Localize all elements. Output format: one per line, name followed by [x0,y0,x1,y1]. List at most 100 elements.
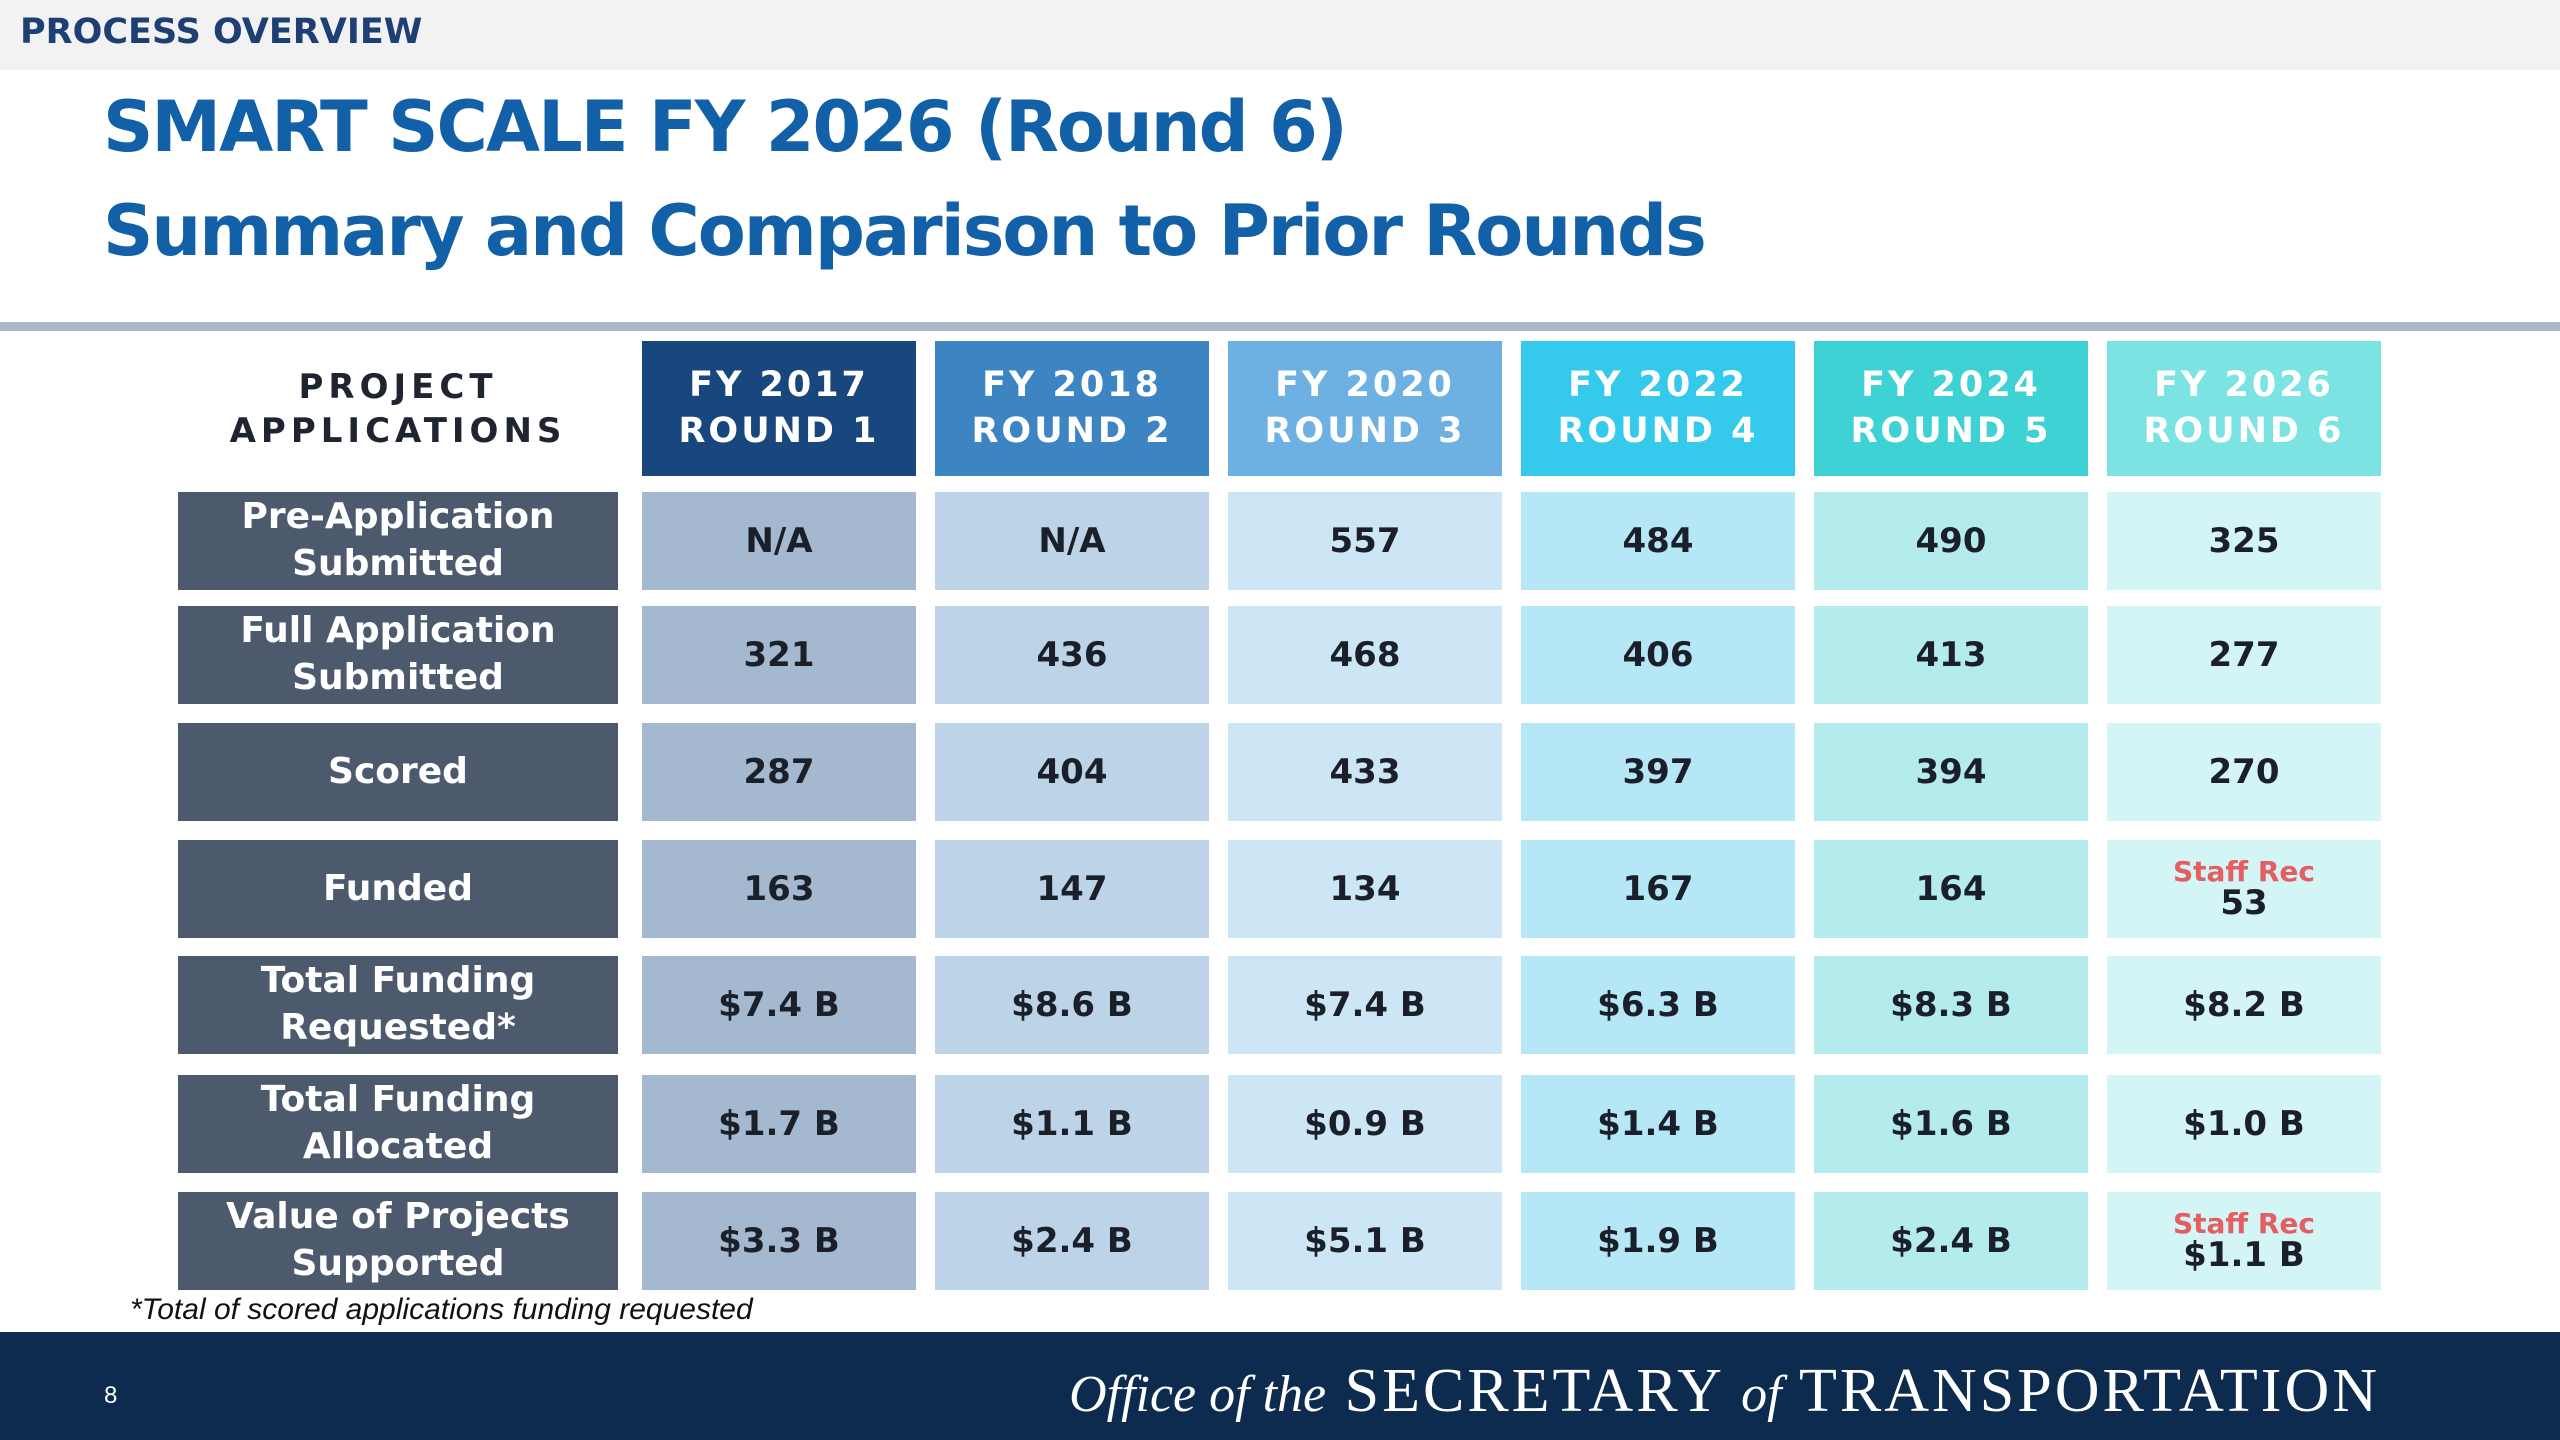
cell-value: 163 [743,869,815,909]
office-logo-text: Office of the SECRETARY of TRANSPORTATIO… [1069,1356,2380,1427]
cell-value: 164 [1915,869,1987,909]
cell-value: $7.4 B [718,985,840,1025]
cell-value: 406 [1622,635,1694,675]
cell-value: 557 [1329,521,1401,561]
table-cell: 468 [1228,606,1502,704]
table-cell: $0.9 B [1228,1075,1502,1173]
table-cell: 413 [1814,606,2088,704]
cell-value: 134 [1329,869,1401,909]
cell-value: 397 [1622,752,1694,792]
table-cell: 167 [1521,840,1795,938]
cell-value: $8.3 B [1890,985,2012,1025]
column-header-year: FY 2026 [2154,365,2334,405]
table-cell: Staff Rec $1.1 B [2107,1192,2381,1290]
top-bar [0,0,2560,70]
table-corner-header: PROJECT APPLICATIONS [229,366,567,451]
column-header-5: FY 2024 ROUND 5 [1814,341,2088,476]
table-cell: $1.4 B [1521,1075,1795,1173]
cell-value: $5.1 B [1304,1221,1426,1261]
column-header-2: FY 2018 ROUND 2 [935,341,1209,476]
cell-value: $0.9 B [1304,1104,1426,1144]
table-cell: $2.4 B [935,1192,1209,1290]
table-cell: $8.2 B [2107,956,2381,1054]
cell-value: 325 [2208,521,2280,561]
divider [0,322,2560,331]
cell-value: $1.6 B [1890,1104,2012,1144]
cell-value: N/A [745,521,813,561]
column-header-year: FY 2022 [1568,365,1748,405]
cell-value: $8.2 B [2183,985,2305,1025]
table-cell: 394 [1814,723,2088,821]
table-cell: 557 [1228,492,1502,590]
table-cell: 484 [1521,492,1795,590]
staff-rec-note: Staff Rec [2172,1207,2316,1240]
table-cell: $1.6 B [1814,1075,2088,1173]
cell-value: 53 [2220,883,2268,923]
office-secretary: SECRETARY [1344,1357,1723,1425]
column-header-round: ROUND 3 [1264,410,1466,451]
cell-value: $8.6 B [1011,985,1133,1025]
column-header-1: FY 2017 ROUND 1 [642,341,916,476]
column-header-round: ROUND 1 [678,410,880,451]
page-subtitle: Summary and Comparison to Prior Rounds [103,190,1707,272]
footnote: *Total of scored applications funding re… [130,1293,753,1326]
cell-value: 167 [1622,869,1694,909]
cell-value: N/A [1038,521,1106,561]
cell-value: $7.4 B [1304,985,1426,1025]
cell-value: $1.9 B [1597,1221,1719,1261]
table-cell: 325 [2107,492,2381,590]
table-cell: 433 [1228,723,1502,821]
column-header-4: FY 2022 ROUND 4 [1521,341,1795,476]
column-header-6: FY 2026 ROUND 6 [2107,341,2381,476]
cell-value: $6.3 B [1597,985,1719,1025]
staff-rec-note: Staff Rec [2172,855,2316,888]
table-cell: $7.4 B [1228,956,1502,1054]
section-label: PROCESS OVERVIEW [20,12,423,52]
row-header: Pre-Application Submitted [178,492,618,590]
table-cell: 490 [1814,492,2088,590]
table-cell: 436 [935,606,1209,704]
row-header: Scored [178,723,618,821]
cell-value: $1.1 B [2183,1235,2305,1275]
row-header: Full Application Submitted [178,606,618,704]
table-cell: $1.1 B [935,1075,1209,1173]
column-header-round: ROUND 5 [1850,410,2052,451]
cell-value: 490 [1915,521,1987,561]
page-number: 8 [104,1382,118,1409]
cell-value: 277 [2208,635,2280,675]
table-cell: 287 [642,723,916,821]
column-header-round: ROUND 6 [2143,410,2345,451]
column-header-round: ROUND 2 [971,410,1173,451]
cell-value: 270 [2208,752,2280,792]
table-cell: $1.0 B [2107,1075,2381,1173]
table-cell: $2.4 B [1814,1192,2088,1290]
table-cell: $8.6 B [935,956,1209,1054]
table-cell: N/A [935,492,1209,590]
cell-value: $1.0 B [2183,1104,2305,1144]
column-header-year: FY 2018 [982,365,1162,405]
cell-value: 433 [1329,752,1401,792]
cell-value: $3.3 B [718,1221,840,1261]
cell-value: $1.7 B [718,1104,840,1144]
table-cell: 270 [2107,723,2381,821]
cell-value: 413 [1915,635,1987,675]
page-title: SMART SCALE FY 2026 (Round 6) [103,86,1348,168]
row-header: Funded [178,840,618,938]
office-transportation: TRANSPORTATION [1798,1357,2380,1425]
office-of: of [1741,1366,1782,1423]
table-cell: $8.3 B [1814,956,2088,1054]
table-cell: 277 [2107,606,2381,704]
column-header-year: FY 2017 [689,365,869,405]
table-cell: $6.3 B [1521,956,1795,1054]
cell-value: 394 [1915,752,1987,792]
cell-value: $1.1 B [1011,1104,1133,1144]
cell-value: $2.4 B [1011,1221,1133,1261]
table-cell: N/A [642,492,916,590]
footer-bar [0,1332,2560,1440]
cell-value: 287 [743,752,815,792]
table-cell: $7.4 B [642,956,916,1054]
table-cell: $1.7 B [642,1075,916,1173]
column-header-3: FY 2020 ROUND 3 [1228,341,1502,476]
table-cell: 404 [935,723,1209,821]
cell-value: $1.4 B [1597,1104,1719,1144]
